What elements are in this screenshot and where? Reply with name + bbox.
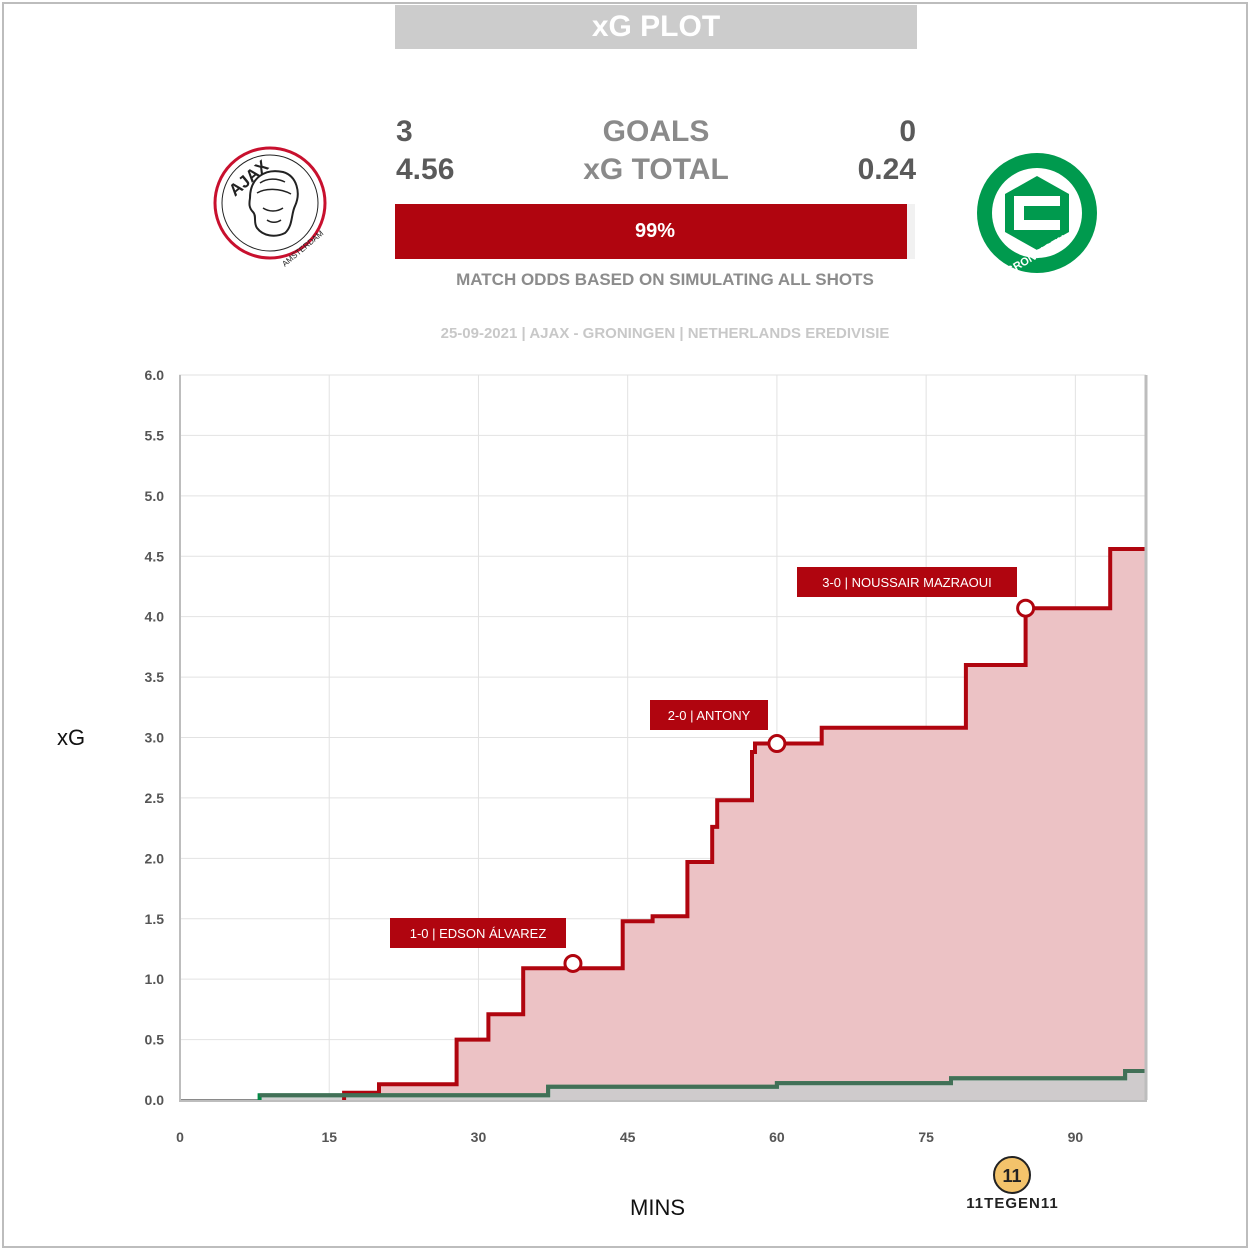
- match-odds-caption: MATCH ODDS BASED ON SIMULATING ALL SHOTS: [456, 270, 874, 289]
- goal-marker: [1016, 598, 1036, 618]
- y-tick-label: 3.5: [145, 669, 165, 685]
- goals-label: GOALS: [602, 115, 710, 148]
- match-odds-fill: [395, 204, 907, 259]
- match-odds-bar: 99%: [395, 204, 915, 259]
- home-goals: 3: [396, 115, 413, 148]
- y-tick-label: 2.0: [145, 850, 165, 866]
- x-tick-label: 60: [769, 1129, 785, 1145]
- y-tick-label: 4.0: [145, 609, 165, 625]
- match-odds-label: 99%: [634, 220, 676, 242]
- xg-total-label: xG TOTAL: [583, 153, 729, 186]
- y-tick-label: 1.0: [145, 971, 165, 987]
- y-tick-label: 2.5: [145, 790, 165, 806]
- away-goals: 0: [899, 115, 916, 148]
- x-tick-label: 0: [176, 1129, 184, 1145]
- x-tick-label: 30: [471, 1129, 487, 1145]
- x-axis-label: MINS: [630, 1195, 685, 1220]
- y-tick-label: 1.5: [145, 911, 165, 927]
- goal-annotation-label: 3-0 | NOUSSAIR MAZRAOUI: [822, 575, 992, 590]
- series-line-away-tone: [259, 1069, 1145, 1098]
- brand-name: 11TEGEN11: [966, 1195, 1059, 1212]
- series-area-1: [259, 1071, 1146, 1100]
- y-tick-label: 5.0: [145, 488, 165, 504]
- groningen-logo: FC GRONINGEN: [977, 153, 1097, 278]
- page-title: xG PLOT: [395, 5, 917, 49]
- brand-monogram: 11: [1002, 1166, 1021, 1186]
- series-line-0: [342, 547, 1145, 1100]
- goal-marker: [563, 953, 583, 973]
- y-axis-label: xG: [57, 725, 86, 750]
- y-tick-label: 3.0: [145, 730, 165, 746]
- goal-annotation-label: 1-0 | EDSON ÁLVAREZ: [410, 926, 547, 941]
- goal-annotation-box: [390, 918, 566, 948]
- brand-icon: 11: [993, 1156, 1031, 1194]
- goal-marker: [767, 734, 787, 754]
- brand-logo: 11 11TEGEN11: [965, 1155, 1060, 1215]
- y-tick-label: 4.5: [145, 548, 165, 564]
- ajax-logo: AJAX AMSTERDAM: [213, 146, 327, 268]
- series-area-0: [344, 549, 1146, 1100]
- x-tick-label: 45: [620, 1129, 636, 1145]
- x-tick-label: 75: [918, 1129, 934, 1145]
- x-tick-label: 90: [1068, 1129, 1084, 1145]
- y-tick-label: 5.5: [145, 427, 165, 443]
- goal-annotation-box: [797, 567, 1017, 597]
- goal-annotation-box: [650, 700, 768, 730]
- x-tick-label: 15: [321, 1129, 337, 1145]
- y-tick-label: 0.5: [145, 1032, 165, 1048]
- home-xg-total: 4.56: [396, 153, 455, 186]
- goal-annotation-label: 2-0 | ANTONY: [668, 708, 751, 723]
- match-info: 25-09-2021 | AJAX - GRONINGEN | NETHERLA…: [440, 325, 890, 342]
- away-xg-total: 0.24: [857, 153, 916, 186]
- y-tick-label: 6.0: [145, 367, 165, 383]
- y-tick-label: 0.0: [145, 1092, 165, 1108]
